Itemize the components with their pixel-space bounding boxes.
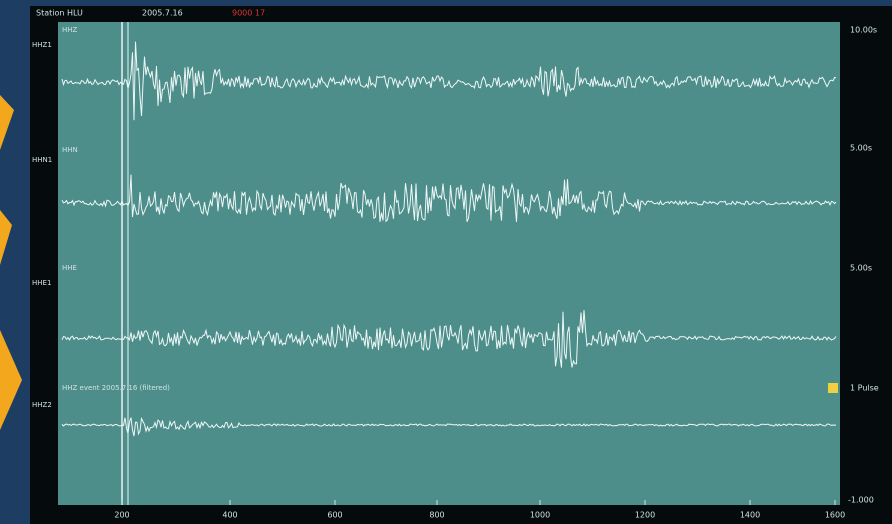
x-tick-label: 1200 — [635, 511, 655, 520]
x-tick-label: 200 — [114, 511, 129, 520]
x-tick-label: 1400 — [740, 511, 760, 520]
seismogram-window: Station HLU 2005.7.16 9000 17 -1.000 HHZ… — [0, 0, 892, 524]
screen: Station HLU 2005.7.16 9000 17 -1.000 HHZ… — [0, 0, 892, 524]
x-tick-label: 400 — [222, 511, 237, 520]
channel-trace-label: HHN — [62, 146, 78, 154]
channel-scale-label: 5.00s — [850, 144, 872, 153]
plot-area — [58, 22, 840, 505]
channel-side-label: HHZ2 — [32, 401, 52, 409]
marker — [828, 383, 838, 393]
footer-scale: -1.000 — [848, 496, 874, 505]
channel-side-label: HHE1 — [32, 279, 51, 287]
station-label: Station HLU — [36, 9, 83, 18]
alert-label: 9000 17 — [232, 9, 265, 18]
channel-scale-label: 10.00s — [850, 26, 877, 35]
x-tick-label: 800 — [429, 511, 444, 520]
channel-scale-label: 5.00s — [850, 264, 872, 273]
channel-trace-label: HHZ event 2005.7.16 (filtered) — [62, 384, 170, 392]
channel-side-label: HHN1 — [32, 156, 52, 164]
x-tick-label: 1600 — [825, 511, 845, 520]
x-tick-label: 1000 — [530, 511, 550, 520]
x-tick-label: 600 — [327, 511, 342, 520]
channel-trace-label: HHE — [62, 264, 77, 272]
date-label: 2005.7.16 — [142, 9, 183, 18]
channel-side-label: HHZ1 — [32, 41, 52, 49]
channel-scale-label: 1 Pulse — [850, 384, 879, 393]
channel-trace-label: HHZ — [62, 26, 78, 34]
